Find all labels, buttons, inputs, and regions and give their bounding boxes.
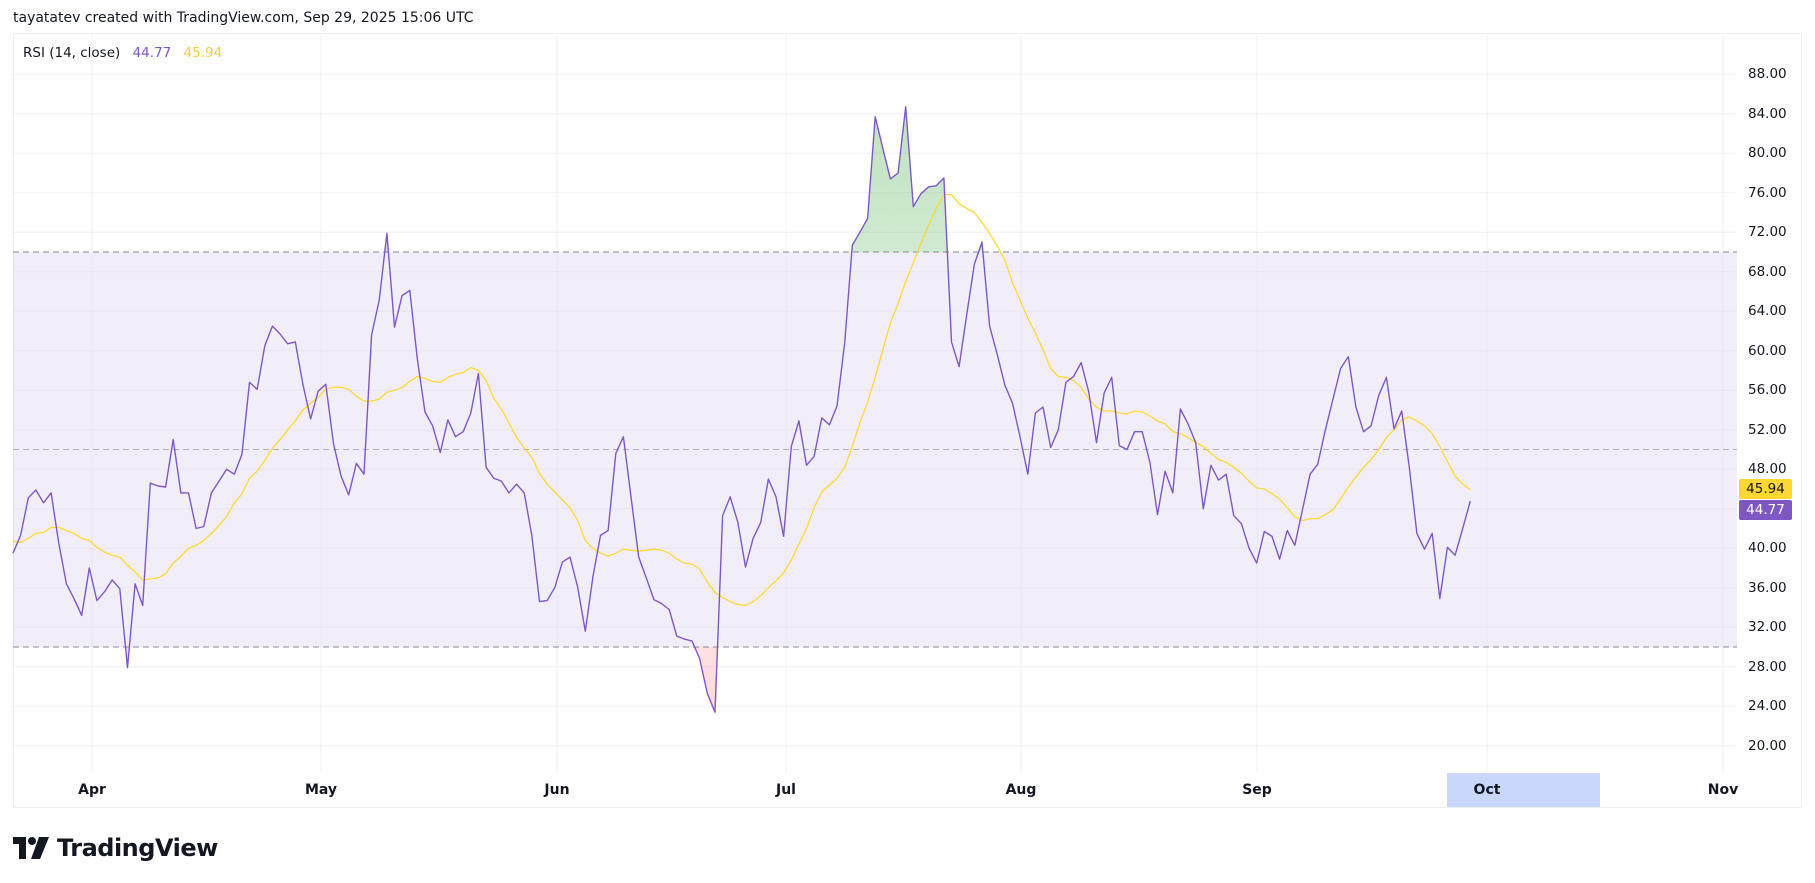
price-axis-label: 36.00: [1748, 579, 1787, 596]
price-axis-label: 56.00: [1748, 382, 1787, 399]
price-axis-label: 28.00: [1748, 658, 1787, 675]
ma-value: 45.94: [183, 45, 223, 61]
time-axis-label-apr: Apr: [78, 782, 106, 798]
time-axis-label-aug: Aug: [1005, 782, 1037, 798]
time-axis-label-oct: Oct: [1473, 782, 1501, 798]
tradingview-logo-icon: [13, 837, 49, 859]
time-axis-highlight: [1447, 773, 1600, 807]
price-axis-label: 88.00: [1748, 66, 1787, 83]
price-axis-label: 24.00: [1748, 698, 1787, 715]
rsi-value: 44.77: [132, 45, 172, 61]
price-axis-label: 64.00: [1748, 303, 1787, 320]
rsi-price-badge: 44.77: [1739, 500, 1792, 521]
chart-frame: [13, 33, 1802, 808]
chart-attribution: tayatatev created with TradingView.com, …: [13, 10, 474, 26]
price-axis-label: 84.00: [1748, 105, 1787, 122]
price-axis-label: 60.00: [1748, 342, 1787, 359]
price-axis-label: 72.00: [1748, 224, 1787, 241]
price-axis-label: 68.00: [1748, 263, 1787, 280]
time-axis-label-jun: Jun: [544, 782, 570, 798]
time-axis-label-sep: Sep: [1242, 782, 1272, 798]
rsi-line: [12, 106, 1471, 713]
tradingview-brand: TradingView: [57, 834, 218, 862]
indicator-name: RSI (14, close): [23, 45, 121, 61]
rsi-ma-line: [12, 194, 1471, 607]
price-axis-label: 48.00: [1748, 461, 1787, 478]
indicator-legend[interactable]: RSI (14, close) 44.77 45.94: [23, 45, 230, 61]
price-axis-label: 52.00: [1748, 421, 1787, 438]
price-axis-label: 76.00: [1748, 184, 1787, 201]
ma-price-badge: 45.94: [1739, 478, 1792, 499]
price-axis-label: 40.00: [1748, 540, 1787, 557]
tradingview-logo: TradingView: [13, 834, 218, 862]
price-axis-label: 20.00: [1748, 737, 1787, 754]
time-axis-label-nov: Nov: [1707, 782, 1739, 798]
time-axis-label-may: May: [304, 782, 338, 798]
time-axis-label-jul: Jul: [776, 782, 796, 798]
price-axis-label: 32.00: [1748, 619, 1787, 636]
price-axis-label: 80.00: [1748, 145, 1787, 162]
